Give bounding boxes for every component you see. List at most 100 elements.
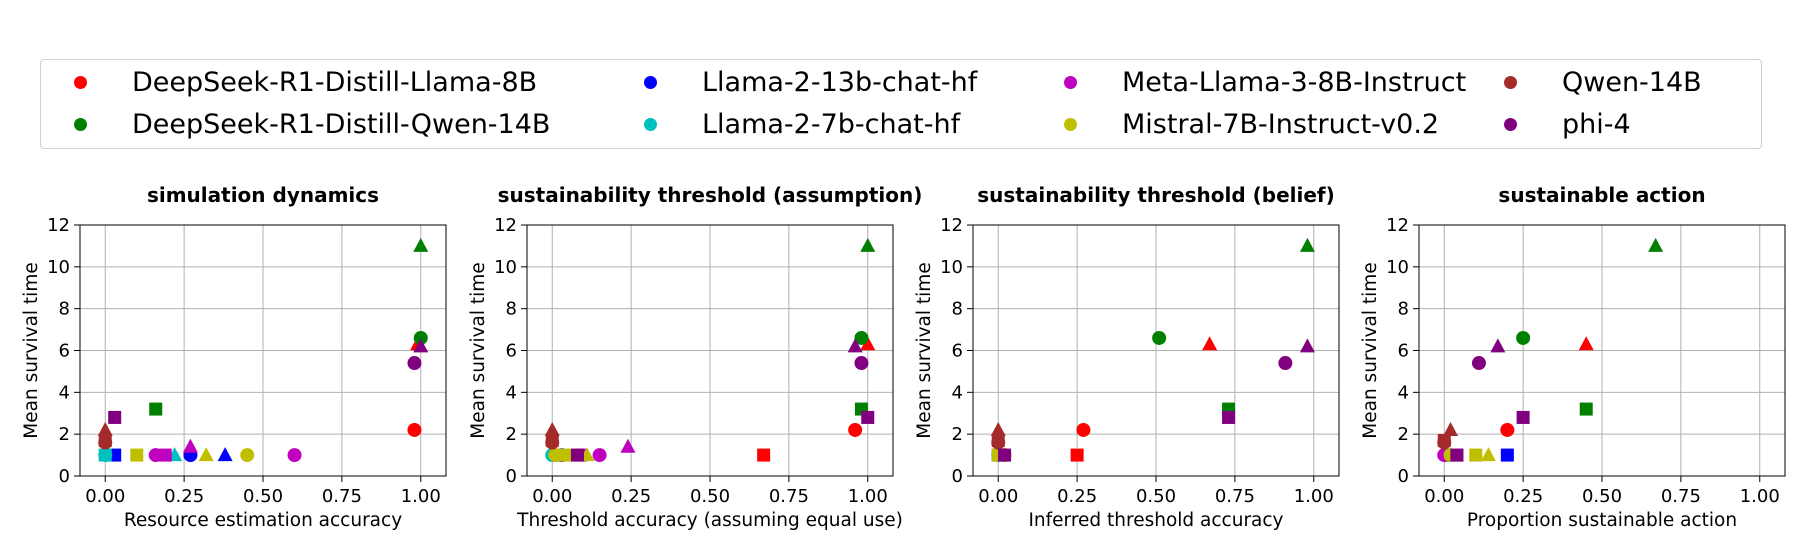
data-point-circle <box>854 356 869 371</box>
legend: DeepSeek-R1-Distill-Llama-8B DeepSeek-R1-… <box>40 59 1762 149</box>
data-point-circle <box>1152 330 1167 345</box>
legend-label: Llama-2-13b-chat-hf <box>702 66 978 98</box>
data-point-square <box>1450 448 1464 462</box>
data-point-square <box>1222 410 1236 424</box>
legend-marker <box>644 117 657 131</box>
legend-item: Mistral-7B-Instruct-v0.2 <box>1031 104 1439 144</box>
data-point-triangle <box>1443 421 1459 436</box>
legend-label: DeepSeek-R1-Distill-Qwen-14B <box>132 108 551 140</box>
x-tick-label: 1.00 <box>1740 486 1780 507</box>
data-point-square <box>545 433 559 447</box>
legend-label: phi-4 <box>1562 108 1631 140</box>
x-tick-label: 0.50 <box>1136 486 1176 507</box>
y-tick-label: 10 <box>940 257 963 278</box>
data-point-circle <box>592 448 607 463</box>
data-point-square <box>1070 448 1084 462</box>
data-point-square <box>558 448 572 462</box>
data-point-circle <box>1471 356 1486 371</box>
x-tick-label: 0.50 <box>243 486 283 507</box>
x-axis-label: Proportion sustainable action <box>1467 510 1737 531</box>
legend-label: Mistral-7B-Instruct-v0.2 <box>1122 108 1440 140</box>
legend-label: Meta-Llama-3-8B-Instruct <box>1122 66 1467 98</box>
data-point-triangle <box>860 237 876 252</box>
x-tick-label: 1.00 <box>848 486 888 507</box>
y-tick-label: 4 <box>59 382 70 403</box>
x-tick-label: 0.00 <box>978 486 1018 507</box>
x-tick-label: 0.25 <box>164 486 204 507</box>
legend-marker <box>1064 117 1077 131</box>
x-tick-label: 1.00 <box>1294 486 1334 507</box>
x-tick-label: 0.75 <box>769 486 809 507</box>
data-point-circle <box>407 422 422 437</box>
legend-marker <box>1064 75 1077 89</box>
y-tick-label: 6 <box>1398 341 1409 362</box>
plot-frame <box>972 224 1340 477</box>
y-tick-label: 2 <box>506 424 517 445</box>
y-tick-label: 8 <box>1398 299 1409 320</box>
data-point-triangle <box>1648 237 1664 252</box>
data-point-triangle <box>1480 447 1496 462</box>
y-tick-label: 2 <box>59 424 70 445</box>
legend-label: Llama-2-7b-chat-hf <box>702 108 961 140</box>
x-tick-label: 0.00 <box>1424 486 1464 507</box>
y-tick-label: 12 <box>494 215 517 236</box>
y-tick-label: 8 <box>952 299 963 320</box>
y-axis-label: Mean survival time <box>21 262 42 438</box>
y-tick-label: 0 <box>506 466 517 487</box>
data-point-triangle <box>1578 336 1594 351</box>
data-point-triangle <box>1299 338 1315 353</box>
data-point-circle <box>1500 422 1515 437</box>
legend-marker <box>1504 117 1517 131</box>
legend-item: Qwen-14B <box>1471 62 1702 102</box>
legend-label: DeepSeek-R1-Distill-Llama-8B <box>132 66 538 98</box>
data-point-square <box>1500 448 1514 462</box>
data-point-circle <box>1076 422 1091 437</box>
data-point-triangle <box>413 338 429 353</box>
panel-title: sustainable action <box>1498 183 1705 207</box>
legend-item: DeepSeek-R1-Distill-Qwen-14B <box>41 104 550 144</box>
chart-panel: 0.00 0.25 0.50 0.75 1.00 0 2 4 6 8 10 12 sustainable… <box>1360 183 1786 531</box>
y-tick-label: 6 <box>59 341 70 362</box>
x-axis-label: Resource estimation accuracy <box>124 510 402 531</box>
y-tick-label: 8 <box>506 299 517 320</box>
data-point-square <box>861 410 875 424</box>
y-tick-label: 12 <box>47 215 70 236</box>
x-tick-label: 0.25 <box>611 486 651 507</box>
y-tick-label: 12 <box>1386 215 1409 236</box>
legend-item: Llama-2-7b-chat-hf <box>611 104 960 144</box>
chart-panel: 0.00 0.25 0.50 0.75 1.00 0 2 4 6 8 10 12 simulation … <box>21 183 447 531</box>
legend-item: Llama-2-13b-chat-hf <box>611 62 977 102</box>
data-point-triangle <box>1299 237 1315 252</box>
data-point-triangle <box>1490 338 1506 353</box>
data-point-square <box>98 433 112 447</box>
legend-label: Qwen-14B <box>1562 66 1702 98</box>
chart-panel: 0.00 0.25 0.50 0.75 1.00 0 2 4 6 8 10 12 sustainabil… <box>468 183 922 531</box>
y-tick-label: 0 <box>1398 466 1409 487</box>
x-tick-label: 0.75 <box>1661 486 1701 507</box>
data-point-square <box>1579 402 1593 416</box>
data-point-circle <box>407 356 422 371</box>
y-tick-label: 10 <box>1386 257 1409 278</box>
legend-marker <box>1504 75 1517 89</box>
data-point-triangle <box>990 421 1006 436</box>
data-point-square <box>1469 448 1483 462</box>
plot-frame <box>1418 224 1786 477</box>
legend-item: Meta-Llama-3-8B-Instruct <box>1031 62 1466 102</box>
panel-title: sustainability threshold (assumption) <box>498 183 923 207</box>
x-axis-label: Inferred threshold accuracy <box>1028 510 1283 531</box>
y-tick-label: 10 <box>47 257 70 278</box>
data-point-circle <box>848 422 863 437</box>
legend-item: phi-4 <box>1471 104 1631 144</box>
x-tick-label: 0.75 <box>1215 486 1255 507</box>
plot-frame <box>79 224 447 477</box>
y-tick-label: 12 <box>940 215 963 236</box>
data-point-triangle <box>97 421 113 436</box>
data-point-triangle <box>620 438 636 453</box>
x-tick-label: 0.50 <box>1582 486 1622 507</box>
y-tick-label: 0 <box>59 466 70 487</box>
data-point-triangle <box>182 438 198 453</box>
data-point-square <box>991 433 1005 447</box>
data-point-square <box>158 448 172 462</box>
x-tick-label: 0.25 <box>1057 486 1097 507</box>
